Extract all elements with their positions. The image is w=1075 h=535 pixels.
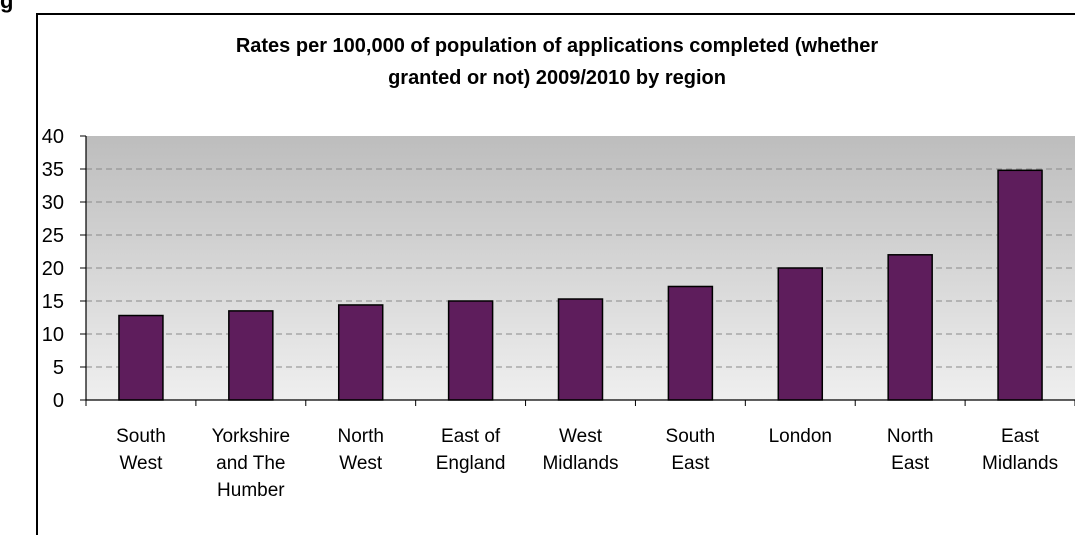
- x-category-label: North East: [887, 426, 933, 474]
- bar-8: [997, 169, 1043, 401]
- y-tick-label: 20: [42, 258, 64, 280]
- bar-2: [337, 304, 384, 401]
- bars: [118, 169, 1043, 401]
- x-category-label-line: West: [119, 453, 163, 474]
- bar-7: [887, 254, 933, 401]
- x-category-label: South West: [116, 426, 166, 474]
- chart-frame: [36, 13, 1075, 535]
- bar-6: [777, 267, 824, 401]
- x-category-label-line: South: [116, 426, 166, 447]
- y-tick-label: 15: [42, 291, 64, 313]
- y-tick-label: 10: [42, 324, 64, 346]
- y-tick-label: 40: [42, 126, 64, 148]
- y-tick-label: 25: [42, 225, 64, 247]
- x-category-label-line: and The: [216, 453, 285, 474]
- x-category-label: North West: [337, 426, 383, 474]
- axes: [80, 135, 1075, 406]
- x-category-label-line: Midlands: [542, 453, 618, 474]
- x-category-label-line: England: [436, 453, 506, 474]
- bar-3: [447, 300, 494, 401]
- x-axis-labels: South West Yorkshire and The Humber North West…: [116, 426, 1058, 501]
- x-category-label-line: Yorkshire: [212, 426, 291, 447]
- x-category-label-line: East: [671, 453, 710, 474]
- bar-5: [667, 285, 714, 401]
- x-category-label-line: West: [339, 453, 383, 474]
- bar-0: [118, 314, 164, 401]
- x-category-label: Yorkshire and The Humber: [212, 426, 291, 501]
- x-category-label-line: East of: [441, 426, 501, 447]
- x-category-label: South East: [666, 426, 716, 474]
- x-category-label-line: East: [891, 453, 930, 474]
- x-category-label: East Midlands: [982, 426, 1058, 474]
- x-category-label-line: North: [337, 426, 383, 447]
- x-category-label-line: South: [666, 426, 716, 447]
- x-category-label-line: London: [769, 426, 832, 447]
- x-category-label-line: Humber: [217, 480, 285, 501]
- x-category-label-line: Midlands: [982, 453, 1058, 474]
- bar-1: [228, 310, 274, 401]
- x-category-label: East of England: [436, 426, 506, 474]
- y-tick-label: 35: [42, 159, 64, 181]
- chart-title: Rates per 100,000 of population of appli…: [236, 35, 879, 89]
- y-tick-label: 30: [42, 192, 64, 214]
- chart-title-line: Rates per 100,000 of population of appli…: [236, 35, 879, 57]
- y-tick-label: 5: [53, 357, 64, 379]
- figure-label: g: [0, 0, 14, 13]
- x-category-label-line: North: [887, 426, 933, 447]
- x-category-label: West Midlands: [542, 426, 618, 474]
- chart-title-line: granted or not) 2009/2010 by region: [388, 67, 726, 89]
- y-tick-label: 0: [53, 390, 64, 412]
- bar-4: [557, 298, 604, 401]
- y-axis-ticks: 0 5 10 15 20 25 30 35 40: [42, 126, 64, 412]
- x-category-label-line: West: [559, 426, 603, 447]
- x-category-label-line: East: [1001, 426, 1040, 447]
- x-category-label: London: [769, 426, 832, 447]
